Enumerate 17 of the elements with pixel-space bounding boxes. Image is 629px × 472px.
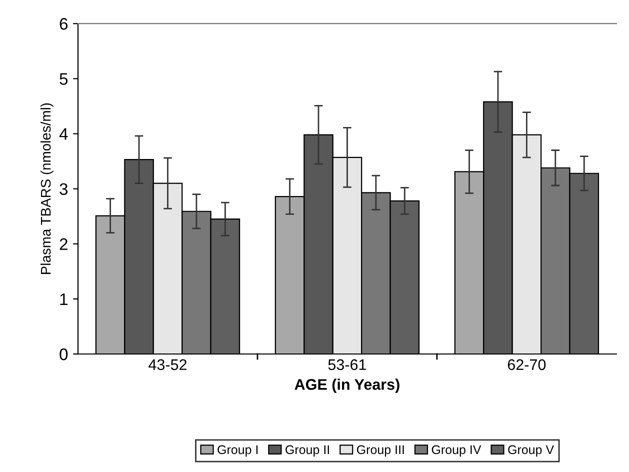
- legend-label: Group III: [356, 445, 404, 457]
- x-axis-title: AGE (in Years): [294, 378, 400, 393]
- legend-label: Group V: [508, 445, 554, 457]
- y-tick-label: 1: [60, 294, 68, 305]
- y-tick-label: 2: [60, 238, 68, 250]
- y-tick-label: 0: [60, 348, 68, 360]
- x-tick-label: 43-52: [148, 359, 187, 370]
- y-tick-label: 3: [60, 183, 68, 196]
- y-tick-label: 5: [60, 73, 68, 85]
- legend-label: Group II: [286, 445, 329, 457]
- legend-label: Group IV: [432, 445, 482, 457]
- legend-label: Group I: [218, 445, 258, 457]
- x-tick-label: 62-70: [508, 359, 546, 370]
- y-tick-label: 6: [60, 18, 68, 30]
- y-tick-label: 4: [59, 128, 68, 140]
- x-tick-label: 53-61: [328, 359, 366, 370]
- y-axis-title: Plasma TBARS (nmoles/ml): [40, 103, 54, 274]
